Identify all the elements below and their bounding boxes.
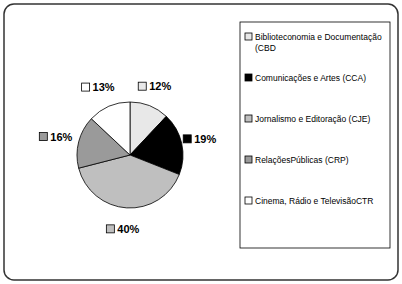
- label-swatch: [39, 133, 47, 141]
- legend: Biblioteconomia e Documentação(CBD Comuni…: [240, 22, 390, 248]
- pie-slice: [91, 102, 130, 155]
- data-label: 13%: [93, 81, 115, 93]
- data-label: 16%: [50, 131, 72, 143]
- data-labels: 12% 19% 40% 16% 13%: [39, 80, 216, 235]
- data-label: 19%: [194, 133, 216, 145]
- legend-label: Biblioteconomia e Documentação(CBD: [255, 32, 382, 53]
- pie: [77, 102, 183, 208]
- legend-swatch: [245, 33, 252, 40]
- legend-label: RelaçõesPúblicas (CRP): [255, 155, 349, 165]
- data-label: 12%: [149, 80, 171, 92]
- data-label-group: 19%: [183, 133, 216, 145]
- frame: [4, 4, 398, 280]
- label-swatch: [183, 135, 191, 143]
- data-label-group: 13%: [82, 81, 115, 93]
- legend-label: Jornalismo e Editoração (CJE): [255, 114, 370, 124]
- label-swatch: [82, 83, 90, 91]
- data-label: 40%: [117, 223, 139, 235]
- label-swatch: [106, 225, 114, 233]
- legend-label: Cinema, Rádio e TelevisãoCTR: [255, 196, 373, 206]
- legend-label: Comunicações e Artes (CCA): [255, 73, 366, 83]
- legend-swatch: [245, 197, 252, 204]
- legend-swatch: [245, 74, 252, 81]
- legend-box: [240, 22, 390, 248]
- chart: 12% 19% 40% 16% 13% Biblioteconomia e Documen…: [0, 0, 402, 284]
- legend-swatch: [245, 156, 252, 163]
- data-label-group: 12%: [138, 80, 171, 92]
- data-label-group: 16%: [39, 131, 72, 143]
- legend-swatch: [245, 115, 252, 122]
- label-swatch: [138, 82, 146, 90]
- data-label-group: 40%: [106, 223, 139, 235]
